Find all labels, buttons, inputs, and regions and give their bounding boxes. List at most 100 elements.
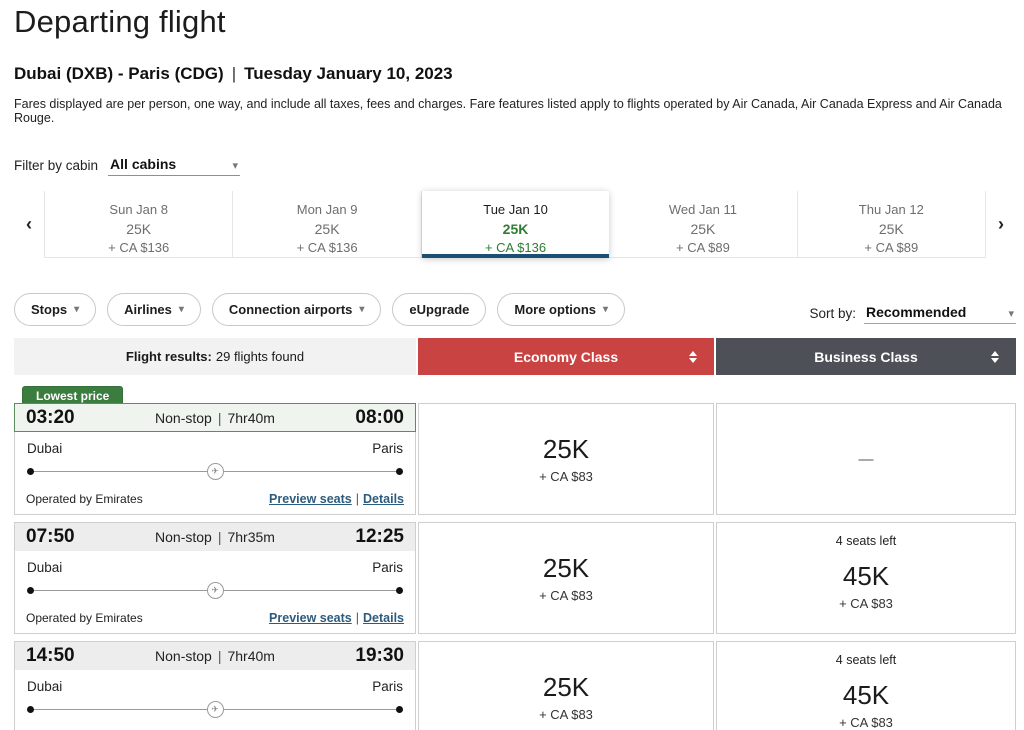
economy-class-label: Economy Class xyxy=(513,348,619,365)
flight-times-header: 07:50 Non-stop | 7hr35m 12:25 xyxy=(15,523,415,551)
business-fare-cell[interactable]: 4 seats left 45K + CA $83 xyxy=(716,641,1016,730)
caret-down-icon: ▾ xyxy=(603,303,609,315)
arrival-time: 19:30 xyxy=(355,645,404,666)
destination-city: Paris xyxy=(372,441,403,456)
destination-dot xyxy=(396,706,403,713)
flight-result-1: Lowest price 03:20 Non-stop | 7hr40m 08:00… xyxy=(14,386,1016,515)
destination-city: Paris xyxy=(372,560,403,575)
link-separator: | xyxy=(355,492,359,506)
date-option-sun-jan-8[interactable]: Sun Jan 8 25K + CA $136 xyxy=(44,191,234,258)
day-points: 25K xyxy=(314,221,340,237)
day-cash: + CA $136 xyxy=(296,240,358,255)
stops-duration: Non-stop | 7hr40m xyxy=(155,409,275,426)
eupgrade-label: eUpgrade xyxy=(409,302,470,317)
fare-disclaimer: Fares displayed are per person, one way,… xyxy=(14,97,1002,125)
flight-results-summary: Flight results: 29 flights found xyxy=(14,338,416,375)
fare-points: 25K xyxy=(542,434,590,464)
connection-airports-filter-button[interactable]: Connection airports ▾ xyxy=(211,293,382,326)
destination-dot xyxy=(396,468,403,475)
fare-cash: + CA $83 xyxy=(539,707,593,722)
details-link[interactable]: Details xyxy=(363,492,404,506)
economy-fare-cell[interactable]: 25K + CA $83 xyxy=(418,641,714,730)
day-cash: + CA $89 xyxy=(864,240,919,255)
cabin-filter-label: Filter by cabin xyxy=(14,158,99,173)
day-label: Thu Jan 12 xyxy=(858,202,924,217)
sort-select[interactable]: Recommended ▾ xyxy=(864,304,1016,324)
business-class-column-header[interactable]: Business Class xyxy=(716,338,1016,375)
economy-fare-cell[interactable]: 25K + CA $83 xyxy=(418,522,714,634)
caret-down-icon: ▾ xyxy=(74,303,80,315)
day-points: 25K xyxy=(126,221,152,237)
operated-by: Operated by Emirates xyxy=(26,492,143,506)
day-label: Mon Jan 9 xyxy=(296,202,358,217)
origin-dot xyxy=(27,587,34,594)
day-label: Wed Jan 11 xyxy=(668,202,738,217)
business-fare-cell-unavailable: — xyxy=(716,403,1016,515)
fare-cash: + CA $83 xyxy=(539,588,593,603)
route-section: Dubai Paris ✈ xyxy=(15,679,415,718)
fare-points: 25K xyxy=(542,672,590,702)
filter-pills: Stops ▾ Airlines ▾ Connection airports ▾… xyxy=(14,293,626,326)
more-options-label: More options xyxy=(514,302,596,317)
route-section: Dubai Paris ✈ xyxy=(15,560,415,599)
route-date-header: Dubai (DXB) - Paris (CDG) | Tuesday Januar… xyxy=(14,64,1016,84)
fare-cash: + CA $83 xyxy=(839,715,893,730)
date-option-mon-jan-9[interactable]: Mon Jan 9 25K + CA $136 xyxy=(233,191,422,258)
seats-left-label: 4 seats left xyxy=(835,534,897,548)
stops-filter-button[interactable]: Stops ▾ xyxy=(14,293,97,326)
caret-down-icon: ▾ xyxy=(178,303,184,315)
flight-results-count: 29 flights found xyxy=(215,349,305,364)
route-section: Dubai Paris ✈ xyxy=(15,441,415,480)
business-fare-cell[interactable]: 4 seats left 45K + CA $83 xyxy=(716,522,1016,634)
flight-card: 14:50 Non-stop | 7hr40m 19:30 Dubai Paris … xyxy=(14,641,416,730)
destination-city: Paris xyxy=(372,679,403,694)
route-line: ✈ xyxy=(27,701,403,718)
arrival-time: 08:00 xyxy=(355,406,404,428)
preview-seats-link[interactable]: Preview seats xyxy=(269,492,352,506)
flight-card: 03:20 Non-stop | 7hr40m 08:00 Dubai Paris … xyxy=(14,403,416,515)
business-class-label: Business Class xyxy=(814,348,918,365)
separator: | xyxy=(231,64,237,83)
carousel-next-button[interactable]: › xyxy=(986,191,1017,258)
carousel-prev-button[interactable]: ‹ xyxy=(14,191,44,258)
flight-times-header: 03:20 Non-stop | 7hr40m 08:00 xyxy=(14,403,416,432)
preview-seats-link[interactable]: Preview seats xyxy=(269,611,352,625)
date-option-thu-jan-12[interactable]: Thu Jan 12 25K + CA $89 xyxy=(797,191,987,258)
route-line: ✈ xyxy=(27,582,403,599)
origin-city: Dubai xyxy=(27,441,63,456)
filters-toolbar: Stops ▾ Airlines ▾ Connection airports ▾… xyxy=(14,293,1016,326)
date-option-wed-jan-11[interactable]: Wed Jan 11 25K + CA $89 xyxy=(609,191,798,258)
eupgrade-button[interactable]: eUpgrade xyxy=(392,293,487,326)
day-cash: + CA $89 xyxy=(675,240,730,255)
operated-by: Operated by Emirates xyxy=(26,611,143,625)
stops-duration: Non-stop | 7hr40m xyxy=(155,648,275,664)
details-link[interactable]: Details xyxy=(363,611,404,625)
stops-duration: Non-stop | 7hr35m xyxy=(155,529,275,545)
chevron-left-icon: ‹ xyxy=(26,214,32,234)
date-option-tue-jan-10-selected[interactable]: Tue Jan 10 25K + CA $136 xyxy=(421,191,610,258)
flight-times-header: 14:50 Non-stop | 7hr40m 19:30 xyxy=(15,642,415,670)
day-points: 25K xyxy=(690,221,716,237)
day-points: 25K xyxy=(502,221,529,237)
cabin-filter-select[interactable]: All cabins ▾ xyxy=(108,156,241,176)
economy-fare-cell[interactable]: 25K + CA $83 xyxy=(418,403,714,515)
fare-points: 25K xyxy=(542,553,590,583)
more-options-button[interactable]: More options ▾ xyxy=(497,293,626,326)
origin-dot xyxy=(27,706,34,713)
fare-points: 45K xyxy=(842,561,890,591)
cabin-filter-row: Filter by cabin All cabins ▾ xyxy=(14,156,1016,176)
caret-down-icon: ▾ xyxy=(1008,308,1014,320)
plane-icon: ✈ xyxy=(206,701,224,718)
flight-results-label: Flight results: xyxy=(125,349,212,364)
flight-card: 07:50 Non-stop | 7hr35m 12:25 Dubai Paris … xyxy=(14,522,416,634)
sort-by-label: Sort by: xyxy=(809,306,856,321)
page-title: Departing flight xyxy=(14,4,226,39)
day-label: Sun Jan 8 xyxy=(109,202,168,217)
fare-cash: + CA $83 xyxy=(839,596,893,611)
airlines-filter-button[interactable]: Airlines ▾ xyxy=(107,293,201,326)
economy-class-column-header[interactable]: Economy Class xyxy=(418,338,714,375)
day-cash: + CA $136 xyxy=(108,240,170,255)
fare-cash: + CA $83 xyxy=(539,469,593,484)
seats-left-label: 4 seats left xyxy=(835,653,897,667)
